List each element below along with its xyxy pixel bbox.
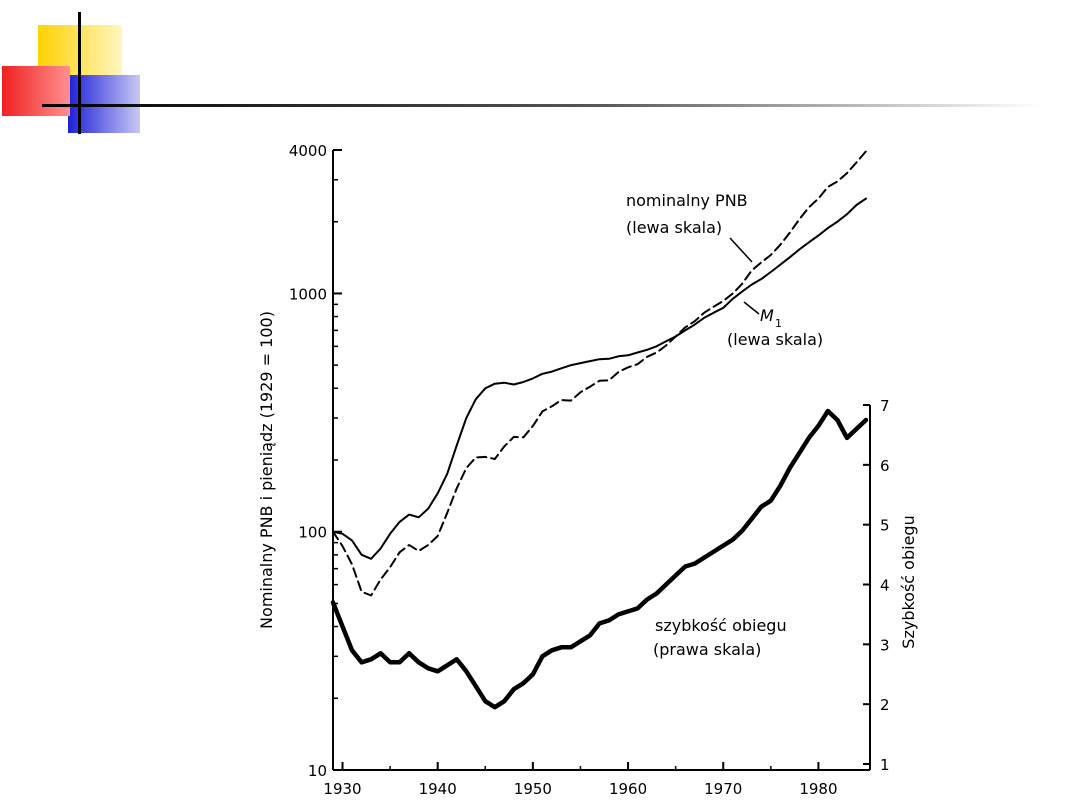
m1-leader-line bbox=[743, 301, 760, 315]
pnb-label-line2: (lewa skala) bbox=[626, 218, 722, 237]
deco-horizontal-line bbox=[42, 104, 1040, 107]
labels: Nominalny PNB i pieniądz (1929 = 100) Szy… bbox=[257, 191, 918, 659]
deco-red-square bbox=[2, 66, 70, 116]
right-tick-label: 1 bbox=[880, 756, 890, 774]
x-tick-label: 1980 bbox=[799, 780, 837, 798]
left-tick-label: 100 bbox=[298, 524, 327, 542]
left-tick-label: 4000 bbox=[289, 142, 327, 160]
right-tick-label: 3 bbox=[880, 636, 890, 654]
x-tick-label: 1940 bbox=[419, 780, 457, 798]
x-tick-label: 1950 bbox=[514, 780, 552, 798]
series-line-pnb bbox=[332, 150, 867, 597]
ticks: 10 100 1000 4000 1 2 3 4 5 6 7 1930 1940 1950 1960 1970… bbox=[289, 142, 890, 798]
x-tick-label: 1930 bbox=[323, 780, 361, 798]
m1-label-letter: M bbox=[760, 306, 774, 325]
series-line-m1 bbox=[332, 197, 867, 560]
x-tick-label: 1970 bbox=[704, 780, 742, 798]
m1-label-subscript: 1 bbox=[775, 317, 782, 330]
left-tick-label: 10 bbox=[308, 762, 327, 780]
velocity-label-line2: (prawa skala) bbox=[653, 640, 761, 659]
series-line-velocity bbox=[330, 408, 869, 710]
x-tick-label: 1960 bbox=[609, 780, 647, 798]
m1-label-line2: (lewa skala) bbox=[727, 330, 823, 349]
right-axis-title: Szybkość obiegu bbox=[899, 515, 918, 648]
pnb-label-line1: nominalny PNB bbox=[626, 191, 748, 210]
deco-vertical-line bbox=[78, 12, 81, 134]
left-axis-title: Nominalny PNB i pieniądz (1929 = 100) bbox=[257, 311, 276, 629]
right-tick-label: 6 bbox=[880, 457, 890, 475]
velocity-label-line1: szybkość obiegu bbox=[655, 616, 787, 635]
pnb-leader-line bbox=[729, 237, 753, 263]
series bbox=[330, 150, 869, 710]
right-tick-label: 4 bbox=[880, 577, 890, 595]
left-tick-label: 1000 bbox=[289, 285, 327, 303]
slide-decoration bbox=[2, 12, 1040, 134]
right-tick-label: 5 bbox=[880, 517, 890, 535]
axes bbox=[332, 150, 871, 771]
right-tick-label: 2 bbox=[880, 696, 890, 714]
right-tick-label: 7 bbox=[880, 397, 890, 415]
